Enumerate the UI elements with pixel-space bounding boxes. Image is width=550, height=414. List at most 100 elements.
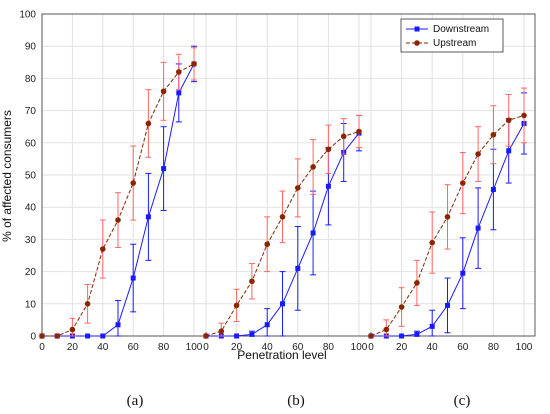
y-tick-label: 20 <box>25 267 37 278</box>
upstream-series-1 <box>39 47 197 339</box>
y-tick-label: 100 <box>19 10 36 21</box>
x-tick-label: 40 <box>427 342 439 353</box>
legend: Downstream Upstream <box>400 18 504 53</box>
x-tick-label: 80 <box>323 342 335 353</box>
data-point <box>115 322 121 328</box>
panel-label-c: (c) <box>454 393 471 409</box>
data-point <box>414 331 420 337</box>
plot-border <box>41 13 536 337</box>
data-point <box>84 301 91 307</box>
data-point <box>176 90 182 96</box>
data-point <box>460 180 466 186</box>
data-point <box>264 241 271 248</box>
data-point <box>460 270 466 276</box>
x-tick-label: 20 <box>396 342 408 353</box>
data-point <box>115 217 121 223</box>
data-point <box>475 151 481 157</box>
data-point <box>203 333 209 339</box>
data-point <box>234 333 240 339</box>
y-axis-label: % of affected consumers <box>0 110 14 242</box>
y-tick-label: 40 <box>25 203 37 214</box>
data-point <box>295 185 301 191</box>
y-tick-label: 50 <box>25 171 37 182</box>
data-point <box>160 88 167 95</box>
data-point <box>249 331 255 337</box>
data-point <box>310 164 316 170</box>
data-point <box>490 131 497 138</box>
data-point <box>310 230 316 236</box>
upstream-series-2 <box>203 114 362 339</box>
data-point <box>218 328 225 334</box>
x-tick-label: 40 <box>97 342 109 353</box>
data-point <box>100 333 106 339</box>
x-tick-label: 0 <box>368 342 374 353</box>
data-point <box>444 214 451 220</box>
legend-upstream-marker <box>414 40 420 46</box>
legend-downstream-text: Downstream <box>433 24 489 35</box>
x-tick-label: 100 <box>186 342 203 353</box>
data-point <box>54 333 60 339</box>
data-point <box>399 333 405 339</box>
y-tick-label: 90 <box>25 42 37 53</box>
data-point <box>521 112 527 119</box>
y-tick-label: 60 <box>25 138 37 149</box>
data-point <box>429 239 436 246</box>
x-tick-label: 20 <box>67 342 79 353</box>
data-point <box>69 326 76 333</box>
data-point <box>39 333 45 339</box>
data-point <box>233 302 240 309</box>
y-tick-label: 30 <box>25 235 37 246</box>
x-tick-label: 80 <box>158 342 170 353</box>
data-point <box>490 186 496 192</box>
x-tick-label: 60 <box>457 342 469 353</box>
x-axis-label: Penetration level <box>237 348 326 362</box>
data-point <box>145 120 152 127</box>
legend-upstream-text: Upstream <box>433 38 476 49</box>
data-point <box>264 322 270 328</box>
x-tick-label: 60 <box>128 342 140 353</box>
x-tick-label: 0 <box>203 342 209 353</box>
legend-downstream-marker <box>414 26 420 32</box>
data-point <box>325 146 332 153</box>
data-point <box>368 333 374 339</box>
data-point <box>100 246 106 252</box>
x-tick-label: 0 <box>39 342 45 353</box>
grid <box>41 13 535 337</box>
y-tick-label: 10 <box>25 299 37 310</box>
x-tick-label: 20 <box>231 342 243 353</box>
data-point <box>130 180 136 186</box>
y-tick-label: 80 <box>25 74 37 85</box>
x-tick-label: 80 <box>488 342 500 353</box>
y-tick-label: 0 <box>30 332 36 343</box>
data-point <box>414 280 420 286</box>
downstream-series-1 <box>39 45 197 339</box>
data-point <box>340 133 347 140</box>
data-point <box>445 302 450 308</box>
data-point <box>161 166 167 172</box>
series <box>39 45 527 339</box>
upstream-series-3 <box>368 87 527 339</box>
y-tick-label: 70 <box>25 106 37 117</box>
data-point <box>325 183 331 189</box>
data-point <box>249 278 255 285</box>
data-point <box>191 61 197 67</box>
x-tick-label: 40 <box>262 342 274 353</box>
data-point <box>130 275 136 281</box>
x-tick-label: 100 <box>351 342 368 353</box>
data-point <box>356 128 362 135</box>
data-point <box>145 214 151 220</box>
x-tick-label: 100 <box>516 342 533 353</box>
legend-box <box>400 18 504 53</box>
data-point <box>505 117 512 124</box>
data-point <box>475 225 481 231</box>
data-point <box>280 301 285 307</box>
data-point <box>398 304 405 310</box>
data-point <box>506 148 512 154</box>
panel-label-a: (a) <box>127 393 144 409</box>
data-point <box>85 333 91 339</box>
panel-label-b: (b) <box>287 393 305 409</box>
data-point <box>383 326 390 333</box>
data-point <box>429 323 435 329</box>
